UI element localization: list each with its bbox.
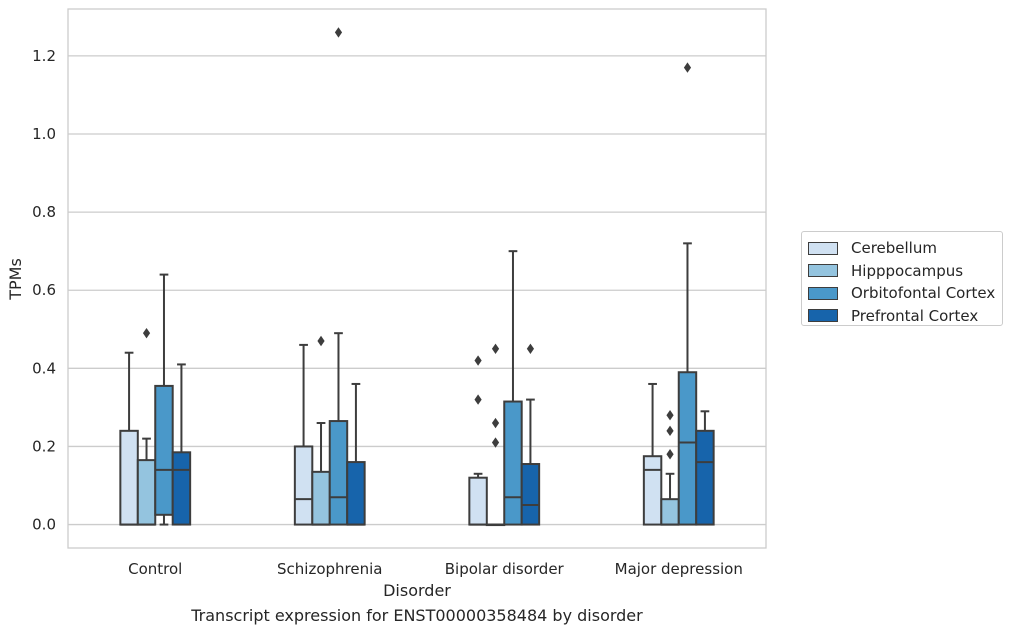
- box-hipppocampus: [136, 327, 157, 526]
- box-iqr: [293, 445, 314, 526]
- box-hipppocampus: [485, 343, 506, 527]
- legend: Cerebellum Hipppocampus Orbitofontal Corte…: [801, 231, 1003, 326]
- box-iqr: [468, 476, 488, 526]
- box-iqr: [346, 461, 366, 526]
- legend-label: Orbitofontal Cortex: [851, 284, 996, 303]
- box-prefrontal-cortex: [171, 363, 192, 526]
- legend-label: Cerebellum: [851, 239, 937, 258]
- legend-item: Cerebellum: [808, 237, 1002, 260]
- legend-swatch: [808, 309, 838, 323]
- box-iqr: [171, 451, 192, 526]
- legend-label: Prefrontal Cortex: [851, 306, 979, 325]
- gridlines: [68, 55, 766, 526]
- x-tick-label: Schizophrenia: [277, 560, 382, 578]
- box-iqr: [154, 384, 174, 516]
- box-iqr: [677, 371, 698, 526]
- legend-item: Hipppocampus: [808, 260, 1002, 283]
- y-tick-label: 0.2: [32, 437, 56, 455]
- box-prefrontal-cortex: [346, 382, 366, 526]
- legend-item: Orbitofontal Cortex: [808, 282, 1002, 305]
- box-prefrontal-cortex: [695, 410, 715, 526]
- y-tick-label: 0.4: [32, 359, 56, 377]
- box-iqr: [660, 498, 680, 526]
- box-iqr: [503, 400, 523, 526]
- outlier-point: [491, 343, 500, 355]
- box-cerebellum: [642, 382, 663, 526]
- outlier-point: [474, 355, 482, 366]
- y-axis-label: TPMs: [6, 258, 25, 301]
- outlier-point: [526, 343, 535, 355]
- x-tick-label: Major depression: [615, 560, 743, 578]
- box-orbitofontal-cortex: [503, 250, 523, 526]
- box-iqr: [695, 429, 715, 526]
- outlier-point: [334, 27, 343, 38]
- box-cerebellum: [119, 351, 139, 526]
- box-hipppocampus: [311, 335, 331, 526]
- box-iqr: [642, 455, 663, 526]
- y-tick-label: 1.2: [32, 47, 56, 65]
- legend-label: Hipppocampus: [851, 261, 964, 280]
- legend-swatch: [808, 286, 838, 300]
- y-tick-label: 0.6: [32, 281, 56, 299]
- box-orbitofontal-cortex: [328, 27, 349, 526]
- legend-swatch: [808, 264, 838, 278]
- box-plot: 0.0 0.2 0.4 0.6 0.8 1.0 1.2 Control Schizophren…: [6, 8, 767, 600]
- outlier-point: [491, 417, 500, 429]
- box-iqr: [136, 459, 157, 526]
- y-tick-label: 0.8: [32, 203, 56, 221]
- outlier-point: [666, 410, 674, 421]
- box-hipppocampus: [660, 410, 680, 526]
- y-tick-label: 0.0: [32, 516, 56, 534]
- x-axis-ticks: Control Schizophrenia Bipolar disorder Majo…: [128, 560, 743, 578]
- box-prefrontal-cortex: [520, 343, 541, 526]
- box-cerebellum: [293, 343, 314, 526]
- outlier-point: [142, 327, 151, 339]
- y-tick-label: 1.0: [32, 125, 56, 143]
- plot-frame: [67, 8, 767, 549]
- x-tick-label: Bipolar disorder: [445, 560, 565, 578]
- box-iqr: [328, 420, 349, 526]
- box-iqr: [311, 470, 331, 526]
- box-iqr: [520, 463, 541, 526]
- outlier-point: [491, 437, 500, 448]
- legend-item: Prefrontal Cortex: [808, 305, 1002, 328]
- box-cerebellum: [468, 355, 488, 526]
- box-orbitofontal-cortex: [677, 62, 698, 526]
- outlier-point: [317, 335, 325, 347]
- x-tick-label: Control: [128, 560, 182, 578]
- outlier-point: [666, 449, 674, 460]
- outlier-point: [683, 62, 692, 73]
- outlier-point: [474, 394, 482, 405]
- outlier-point: [666, 425, 674, 437]
- x-axis-label: Disorder: [383, 581, 451, 600]
- y-axis-ticks: 0.0 0.2 0.4 0.6 0.8 1.0 1.2: [32, 47, 56, 534]
- figure-caption: Transcript expression for ENST0000035848…: [191, 606, 643, 625]
- legend-swatch: [808, 241, 838, 255]
- box-iqr: [119, 429, 139, 526]
- box-layer: [119, 27, 715, 527]
- box-orbitofontal-cortex: [154, 273, 174, 526]
